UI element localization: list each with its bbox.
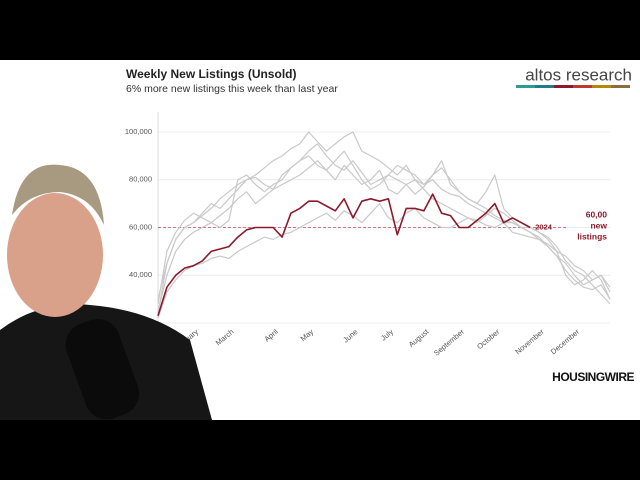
annotation: listings (577, 231, 607, 241)
logo-bar-segment (611, 85, 630, 88)
history-line (157, 131, 611, 300)
history-line (157, 143, 611, 314)
presenter-head (7, 193, 103, 317)
logo-bar-segment (573, 85, 592, 88)
chart-subtitle: 6% more new listings this week than last… (126, 83, 338, 95)
y-tick-label: 80,000 (129, 175, 152, 184)
history-line (157, 203, 611, 319)
y-tick-label: 100,000 (125, 127, 152, 136)
y-tick-label: 40,000 (129, 270, 152, 279)
series-line (157, 193, 531, 317)
logo: altos research (525, 65, 632, 84)
annotation: 60,00 (586, 209, 608, 219)
logo-bar (516, 85, 630, 88)
logo-bar-segment (535, 85, 554, 88)
annotation: new (590, 220, 607, 230)
presenter (0, 164, 212, 420)
logo-bar-segment (516, 85, 535, 88)
microphone (65, 318, 140, 420)
y-tick-label: 60,000 (129, 222, 152, 231)
logo-bar-segment (554, 85, 573, 88)
logo-bar-segment (592, 85, 611, 88)
chart-title: Weekly New Listings (Unsold) (126, 67, 296, 81)
publisher: HOUSINGWIRE (552, 370, 634, 384)
series-label: 2024 (535, 222, 553, 231)
presenter-hair (12, 164, 104, 225)
